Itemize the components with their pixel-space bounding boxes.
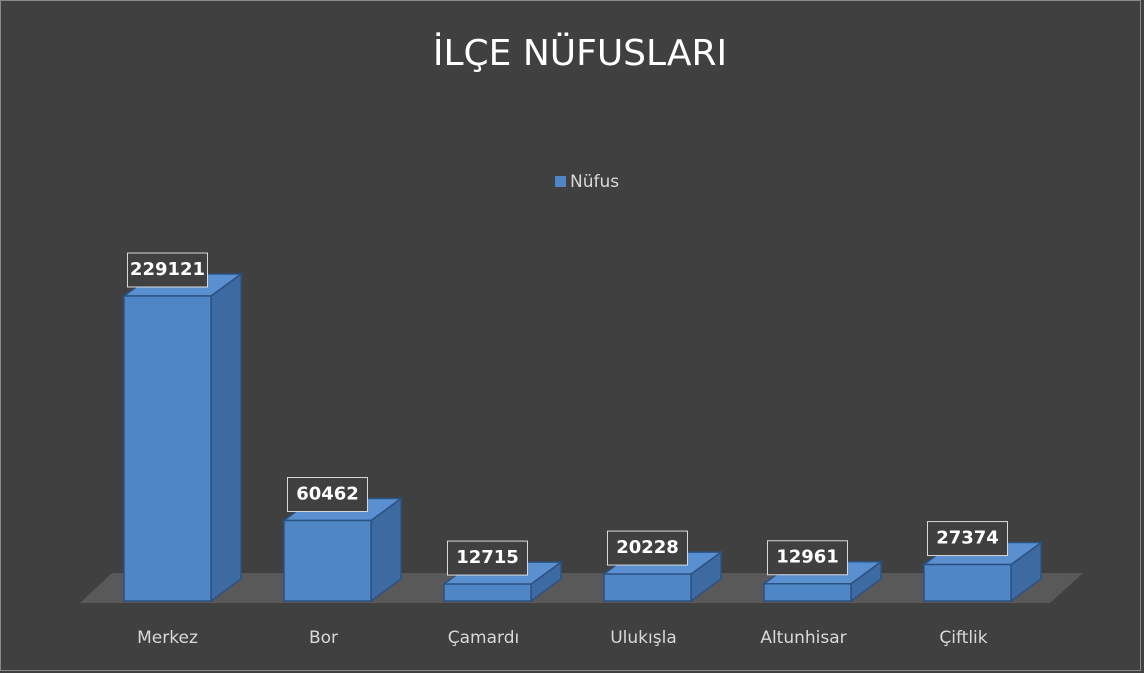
data-label-box: [447, 540, 528, 576]
bar: [121, 272, 244, 603]
bar: [921, 541, 1044, 603]
x-tick-label: Altunhisar: [760, 628, 846, 648]
data-label-box: [607, 530, 688, 566]
x-tick-label: Çamardı: [448, 628, 519, 648]
data-label-box: [287, 477, 368, 513]
bar-front: [123, 295, 212, 602]
bar-front: [283, 519, 372, 602]
x-tick-label: Ulukışla: [610, 628, 677, 648]
bar: [281, 497, 404, 603]
bar-front: [603, 573, 692, 602]
data-label: 20228: [616, 537, 679, 558]
legend-swatch: [555, 176, 566, 187]
data-label-box: [767, 540, 848, 576]
data-label: 12715: [456, 547, 519, 568]
x-tick-label: Merkez: [137, 628, 198, 648]
x-tick-label: Bor: [309, 628, 338, 648]
chart-title: İLÇE NÜFUSLARI: [433, 32, 727, 74]
data-label: 229121: [130, 259, 205, 280]
x-tick-label: Çiftlik: [939, 628, 987, 648]
data-label: 12961: [776, 547, 839, 568]
bar-front: [443, 583, 532, 602]
data-label: 60462: [296, 484, 359, 505]
data-label-box: [127, 252, 208, 288]
data-label: 27374: [936, 528, 999, 549]
bar-front: [923, 563, 1012, 602]
data-label-box: [927, 521, 1008, 557]
legend-label: Nüfus: [570, 172, 619, 192]
bar-side: [210, 272, 242, 603]
bar-front: [763, 582, 852, 602]
